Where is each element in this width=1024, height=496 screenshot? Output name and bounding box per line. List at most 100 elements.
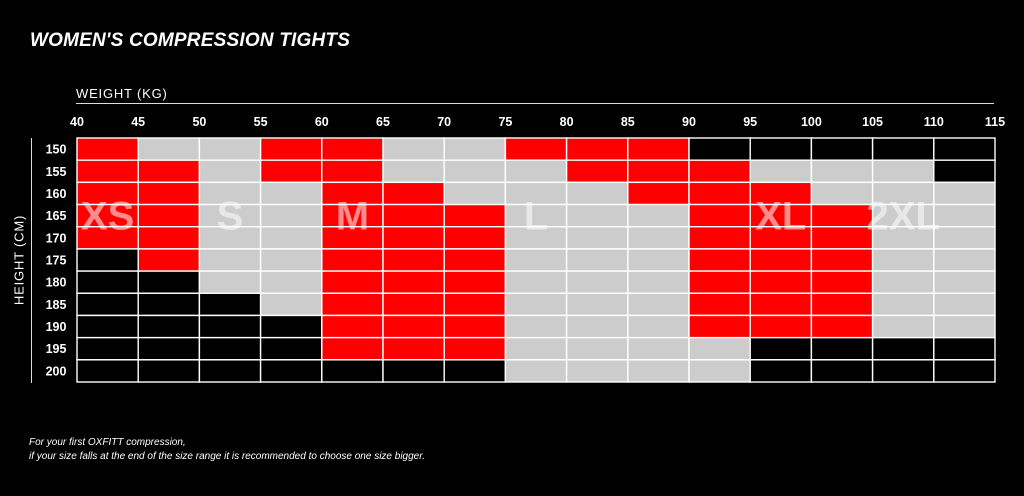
x-tick-label: 65 <box>376 115 390 129</box>
grid-cell <box>871 314 935 339</box>
grid-cell <box>933 359 996 383</box>
grid-cell <box>443 203 507 228</box>
grid-cell <box>259 359 323 383</box>
grid-cell <box>688 226 751 250</box>
grid-cell <box>810 159 874 184</box>
grid-cell <box>76 292 139 317</box>
grid-cell <box>749 270 813 294</box>
y-tick-label: 150 <box>46 143 67 157</box>
grid-cell <box>565 292 629 317</box>
grid-cell <box>137 359 201 383</box>
grid-cell <box>321 314 384 339</box>
footnote-line-1: For your first OXFITT compression, <box>29 437 186 448</box>
grid-cell <box>198 270 262 294</box>
grid-cell <box>871 292 935 317</box>
grid-cell <box>137 181 201 206</box>
grid-cell <box>259 137 323 161</box>
grid-cell <box>321 270 384 294</box>
x-tick-label: 80 <box>560 115 574 129</box>
grid-cell <box>198 292 262 317</box>
grid-cell <box>198 336 262 361</box>
y-tick-label: 200 <box>46 364 67 378</box>
y-tick-label: 165 <box>46 209 67 223</box>
grid-cell <box>137 159 201 184</box>
grid-cell <box>76 159 139 184</box>
grid-cell <box>933 314 996 339</box>
grid-cell <box>749 359 813 383</box>
size-label: 2XL <box>867 195 940 239</box>
grid-cell <box>933 336 996 361</box>
grid-cell <box>76 248 139 272</box>
size-label: M <box>336 195 369 239</box>
grid-cell <box>627 292 690 317</box>
grid-cell <box>627 159 690 184</box>
grid-cell <box>443 292 507 317</box>
grid-cell <box>565 359 629 383</box>
x-axis-line <box>76 103 994 104</box>
size-label: XL <box>755 195 806 239</box>
grid-cell <box>565 270 629 294</box>
grid-cell <box>137 292 201 317</box>
grid-cell <box>627 226 690 250</box>
grid-cell <box>382 336 445 361</box>
grid-cell <box>382 314 445 339</box>
y-tick-label: 190 <box>46 320 67 334</box>
grid-cell <box>321 159 384 184</box>
grid-cell <box>688 181 751 206</box>
x-tick-label: 55 <box>254 115 268 129</box>
grid-cell <box>749 137 813 161</box>
grid-cell <box>321 292 384 317</box>
x-tick-label: 60 <box>315 115 329 129</box>
grid-cell <box>565 336 629 361</box>
grid-cell <box>137 203 201 228</box>
grid-cell <box>810 292 874 317</box>
y-tick-label: 195 <box>46 342 67 356</box>
grid-cell <box>627 314 690 339</box>
grid-cell <box>504 336 568 361</box>
grid-cell <box>259 314 323 339</box>
grid-cell <box>749 336 813 361</box>
grid-cell <box>443 226 507 250</box>
grid-cell <box>443 359 507 383</box>
grid-cell <box>504 159 568 184</box>
grid-cell <box>871 137 935 161</box>
grid-cell <box>443 137 507 161</box>
grid-cell <box>443 270 507 294</box>
grid-cell <box>565 203 629 228</box>
grid-cell <box>504 359 568 383</box>
size-label: XS <box>81 195 134 239</box>
x-tick-label: 45 <box>131 115 145 129</box>
grid-cell <box>321 359 384 383</box>
y-tick-label: 180 <box>46 276 67 290</box>
grid-cell <box>871 336 935 361</box>
grid-cell <box>504 137 568 161</box>
grid-cell <box>382 203 445 228</box>
grid-cell <box>749 248 813 272</box>
grid-cell <box>76 359 139 383</box>
grid-cell <box>749 159 813 184</box>
grid-cell <box>443 248 507 272</box>
grid-cell <box>810 203 874 228</box>
grid-cell <box>76 336 139 361</box>
grid-cell <box>321 137 384 161</box>
grid-cell <box>137 137 201 161</box>
x-tick-label: 95 <box>743 115 757 129</box>
grid-cell <box>382 248 445 272</box>
grid-cell <box>76 137 139 161</box>
x-tick-label: 90 <box>682 115 696 129</box>
grid-cell <box>627 137 690 161</box>
grid-cell <box>933 203 996 228</box>
y-tick-label: 160 <box>46 187 67 201</box>
grid-cell <box>810 137 874 161</box>
grid-cell <box>627 181 690 206</box>
footnote: For your first OXFITT compression, if yo… <box>29 436 425 464</box>
grid-cell <box>565 181 629 206</box>
grid-cell <box>688 137 751 161</box>
y-axis-line <box>31 138 32 383</box>
x-tick-label: 100 <box>801 115 822 129</box>
grid-cell <box>810 181 874 206</box>
grid-cell <box>443 159 507 184</box>
x-tick-label: 115 <box>985 115 1005 129</box>
grid-cell <box>933 159 996 184</box>
grid-cell <box>137 336 201 361</box>
